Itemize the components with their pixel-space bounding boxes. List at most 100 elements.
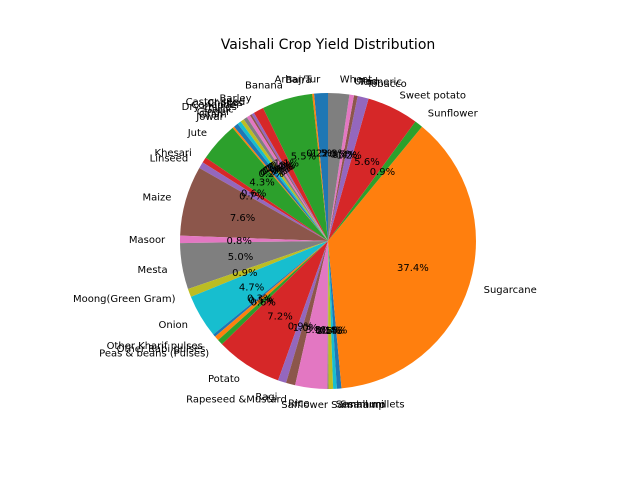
pie-slice-sugarcane	[328, 126, 476, 389]
pie-percent-label: 1.5%	[311, 148, 336, 159]
pie-slice-moong-green-gram	[187, 241, 328, 297]
pie-category-label: Barley	[220, 93, 252, 104]
pie-category-label: Castor seed	[186, 97, 246, 108]
pie-slice-sunflower	[328, 121, 423, 241]
pie-percent-label: 7.6%	[230, 213, 255, 224]
pie-slices	[179, 92, 476, 390]
pie-percent-label: 0.8%	[226, 236, 251, 247]
pie-percent-label: 0.3%	[270, 161, 295, 172]
pie-category-label: Sesamum	[336, 400, 386, 411]
pie-slice-other-rabi-pulses	[215, 241, 328, 341]
pie-slice-tobacco	[328, 96, 369, 241]
pie-percent-label: 0.4%	[267, 162, 292, 173]
pie-percent-label: 7.2%	[267, 312, 292, 323]
pie-percent-label: 5.6%	[354, 157, 379, 168]
pie-percent-label: 0.4%	[319, 326, 344, 337]
pie-slice-dry-chillies	[243, 117, 328, 241]
pie-percent-label: 2.3%	[322, 148, 347, 159]
pie-slice-jowar	[232, 126, 328, 241]
pie-percent-label: 0.5%	[317, 326, 342, 337]
pie-slice-castor-seed	[251, 112, 328, 242]
pie-slice-bajra	[312, 93, 328, 241]
pie-category-label: Khesari	[155, 148, 192, 159]
pie-category-label: Gram	[199, 110, 227, 121]
pie-category-label: Sunflower	[428, 108, 479, 119]
pie-slice-ragi	[278, 241, 328, 383]
pie-category-label: Jute	[187, 128, 207, 139]
pie-slice-gram	[233, 123, 328, 241]
pie-slice-ginger	[237, 121, 328, 241]
pie-category-label: Ragi	[255, 392, 277, 403]
pie-percent-label: 5.5%	[291, 152, 316, 163]
pie-category-label: Ginger	[197, 107, 231, 118]
pie-percent-label: 0.5%	[329, 149, 354, 160]
pie-percent-label: 4.7%	[239, 282, 264, 293]
pie-slice-banana	[263, 93, 328, 241]
pie-category-label: Dry chillies	[182, 102, 237, 113]
pie-slice-arhar-tur	[314, 92, 328, 241]
pie-percent-label: 0.4%	[266, 163, 291, 174]
pie-slice-rice	[295, 241, 328, 389]
pie-category-label: Other Rabi pulses	[117, 344, 206, 355]
pie-slice-coriander	[246, 115, 328, 241]
pie-percent-label: 0.6%	[241, 188, 266, 199]
pie-category-label: Sweet potato	[400, 91, 466, 102]
pie-slice-jute	[205, 127, 328, 241]
pie-category-label: Garlic	[205, 104, 234, 115]
pie-category-label: Coriander	[191, 100, 241, 111]
pie-category-label: Small millets	[340, 399, 404, 410]
pie-percent-labels: 1.5%0.2%5.5%1.1%0.3%0.2%0.4%0.4%0.4%0.4%…	[226, 148, 428, 336]
pie-category-label: Chillies	[207, 98, 243, 109]
pie-percent-label: 1.0%	[293, 323, 318, 334]
pie-percent-label: 0.2%	[269, 161, 294, 172]
pie-category-label: Moong(Green Gram)	[73, 294, 176, 305]
pie-category-label: Rapeseed &Mustard	[186, 395, 287, 406]
pie-category-label: Tobacco	[366, 79, 407, 90]
pie-slice-onion	[190, 241, 328, 335]
pie-category-label: Linseed	[150, 154, 189, 165]
pie-category-label: Bajra	[286, 75, 312, 86]
pie-percent-label: 1.1%	[274, 159, 299, 170]
pie-slice-sesamum	[328, 241, 337, 389]
pie-category-label: Arhar/Tur	[275, 74, 322, 85]
pie-slice-khesari	[202, 157, 328, 241]
pie-percent-label: 1.2%	[336, 151, 361, 162]
pie-slice-chillies	[249, 114, 328, 241]
pie-percent-label: 0.5%	[248, 295, 273, 306]
pie-category-label: Maize	[142, 193, 171, 204]
pie-percent-label: 37.4%	[397, 263, 429, 274]
pie-category-label: Wheat	[340, 75, 373, 86]
pie-category-label: Sugarcane	[484, 285, 537, 296]
pie-percent-label: 0.5%	[260, 168, 285, 179]
pie-percent-label: 0.6%	[250, 298, 275, 309]
pie-category-label: Rice	[288, 399, 309, 410]
pie-category-label: Urad	[354, 76, 378, 87]
pie-percent-label: 0.2%	[258, 169, 283, 180]
pie-slice-maize	[180, 167, 328, 241]
pie-percent-label: 5.0%	[228, 252, 253, 263]
pie-slice-potato	[221, 241, 328, 381]
pie-slice-urad	[328, 94, 355, 241]
pie-percent-label: 0.4%	[262, 166, 287, 177]
pie-slice-masoor	[179, 235, 328, 244]
pie-category-label: Other Kharif pulses	[107, 341, 203, 352]
pie-category-label: Masoor	[129, 235, 166, 246]
pie-percent-label: 0.5%	[322, 326, 347, 337]
pie-slice-peas-beans-pulses	[218, 241, 328, 345]
pie-slice-linseed	[199, 162, 328, 241]
pie-slice-turmeric	[328, 95, 358, 241]
pie-slice-garlic	[240, 119, 328, 241]
pie-slice-other-kharif-pulses	[213, 241, 328, 337]
pie-percent-label: 0.1%	[315, 326, 340, 337]
pie-slice-small-millets	[328, 241, 342, 389]
pie-percent-label: 0.9%	[370, 167, 395, 178]
pie-category-label: Banana	[245, 81, 283, 92]
pie-percent-label: 0.4%	[264, 165, 289, 176]
pie-percent-label: 4.3%	[249, 178, 274, 189]
pie-category-label: Potato	[208, 374, 240, 385]
pie-percent-label: 0.4%	[332, 150, 357, 161]
pie-category-label: Safflower	[281, 400, 329, 411]
